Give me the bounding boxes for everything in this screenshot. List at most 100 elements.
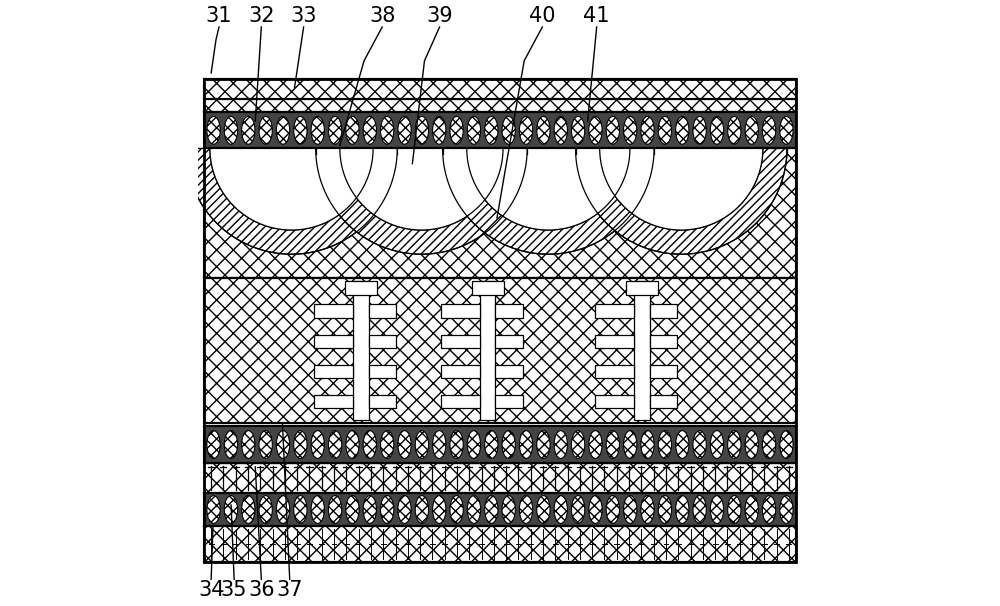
Ellipse shape — [224, 116, 238, 144]
Text: 40: 40 — [529, 6, 556, 26]
Ellipse shape — [294, 116, 307, 144]
Bar — [204, 278, 796, 424]
Ellipse shape — [537, 431, 550, 458]
Ellipse shape — [398, 431, 411, 458]
Ellipse shape — [381, 431, 394, 458]
Ellipse shape — [242, 431, 255, 458]
Text: 41: 41 — [583, 6, 610, 26]
Ellipse shape — [537, 496, 550, 524]
Ellipse shape — [381, 116, 394, 144]
Ellipse shape — [381, 496, 394, 524]
Bar — [595, 304, 634, 318]
Bar — [441, 365, 480, 378]
Bar — [495, 304, 523, 318]
Ellipse shape — [328, 496, 342, 524]
Ellipse shape — [311, 116, 324, 144]
Ellipse shape — [571, 431, 585, 458]
Ellipse shape — [346, 116, 359, 144]
Ellipse shape — [589, 116, 602, 144]
Ellipse shape — [624, 496, 637, 524]
Ellipse shape — [363, 496, 376, 524]
Bar — [480, 281, 495, 421]
Ellipse shape — [433, 496, 446, 524]
Bar — [204, 427, 796, 462]
Ellipse shape — [415, 496, 429, 524]
Ellipse shape — [624, 116, 637, 144]
Bar — [369, 365, 396, 378]
Ellipse shape — [676, 431, 689, 458]
Bar — [314, 304, 353, 318]
Ellipse shape — [554, 431, 567, 458]
Ellipse shape — [276, 496, 290, 524]
Ellipse shape — [450, 116, 463, 144]
Ellipse shape — [589, 496, 602, 524]
Ellipse shape — [728, 496, 741, 524]
Ellipse shape — [450, 431, 463, 458]
Ellipse shape — [346, 496, 359, 524]
Bar — [204, 493, 796, 526]
Ellipse shape — [485, 431, 498, 458]
Text: 32: 32 — [248, 6, 275, 26]
Ellipse shape — [294, 496, 307, 524]
Bar — [204, 526, 796, 562]
Ellipse shape — [346, 431, 359, 458]
Ellipse shape — [502, 431, 515, 458]
Bar — [314, 335, 353, 348]
Ellipse shape — [624, 431, 637, 458]
Ellipse shape — [710, 431, 724, 458]
Ellipse shape — [762, 431, 776, 458]
Ellipse shape — [433, 116, 446, 144]
Bar — [495, 395, 523, 408]
Ellipse shape — [537, 116, 550, 144]
Ellipse shape — [467, 431, 481, 458]
Ellipse shape — [658, 116, 672, 144]
Bar — [353, 281, 369, 421]
Bar — [441, 335, 480, 348]
Ellipse shape — [415, 116, 429, 144]
Text: 35: 35 — [221, 581, 247, 601]
Bar — [204, 148, 796, 278]
Ellipse shape — [606, 116, 619, 144]
Ellipse shape — [780, 431, 793, 458]
Ellipse shape — [207, 496, 220, 524]
Polygon shape — [210, 148, 373, 230]
Ellipse shape — [710, 116, 724, 144]
Ellipse shape — [207, 116, 220, 144]
Ellipse shape — [606, 496, 619, 524]
Ellipse shape — [571, 116, 585, 144]
Bar — [650, 395, 677, 408]
Ellipse shape — [641, 431, 654, 458]
Ellipse shape — [242, 496, 255, 524]
Ellipse shape — [762, 116, 776, 144]
Bar — [634, 281, 650, 421]
Ellipse shape — [658, 431, 672, 458]
Ellipse shape — [450, 496, 463, 524]
Ellipse shape — [276, 431, 290, 458]
Text: 31: 31 — [206, 6, 232, 26]
Ellipse shape — [519, 496, 533, 524]
Ellipse shape — [328, 116, 342, 144]
Ellipse shape — [554, 116, 567, 144]
Bar — [314, 395, 353, 408]
Ellipse shape — [311, 431, 324, 458]
Ellipse shape — [502, 116, 515, 144]
Ellipse shape — [710, 496, 724, 524]
Ellipse shape — [398, 496, 411, 524]
Ellipse shape — [519, 116, 533, 144]
Polygon shape — [576, 148, 787, 254]
Ellipse shape — [259, 496, 272, 524]
Ellipse shape — [398, 116, 411, 144]
Ellipse shape — [745, 116, 758, 144]
Bar — [204, 79, 796, 562]
Polygon shape — [186, 148, 397, 254]
Ellipse shape — [641, 116, 654, 144]
Bar — [495, 335, 523, 348]
Ellipse shape — [311, 496, 324, 524]
Bar — [441, 395, 480, 408]
Ellipse shape — [641, 496, 654, 524]
Ellipse shape — [363, 431, 376, 458]
Ellipse shape — [571, 496, 585, 524]
Ellipse shape — [363, 116, 376, 144]
Bar — [495, 365, 523, 378]
Ellipse shape — [485, 116, 498, 144]
